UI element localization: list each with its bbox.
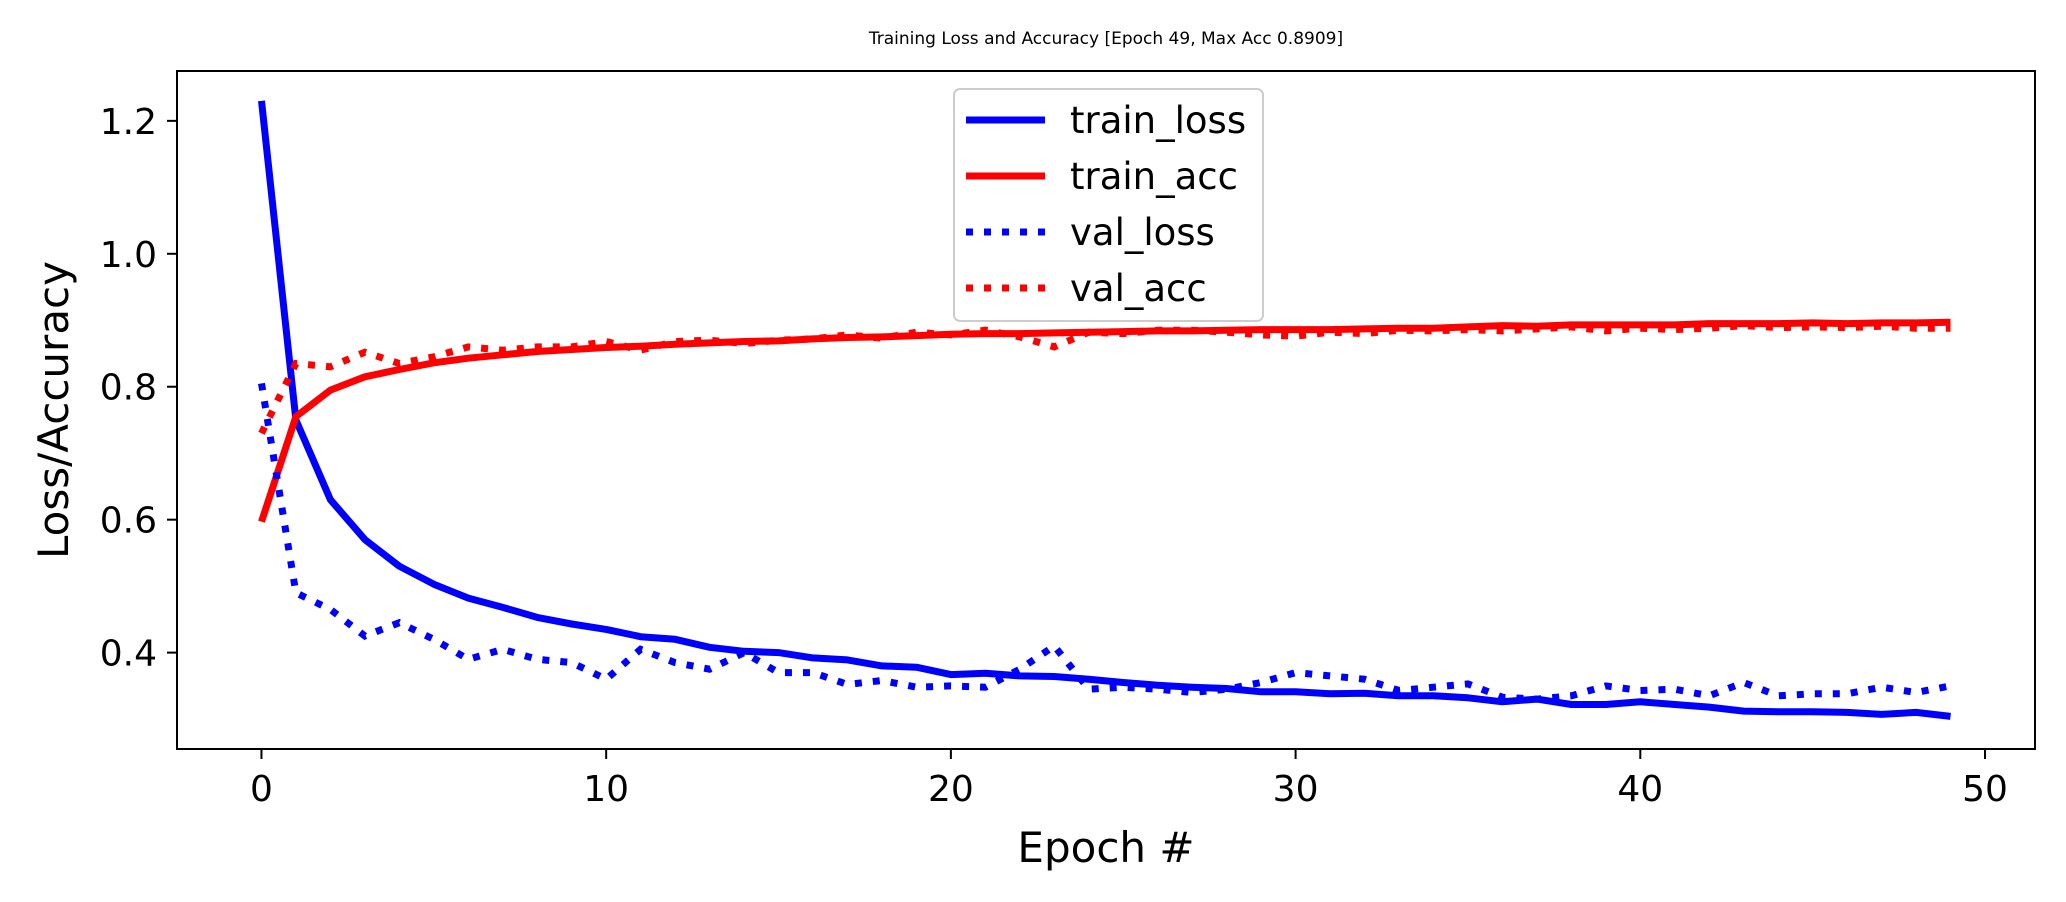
legend-label-val-acc: val_acc: [1070, 267, 1207, 310]
y-axis-label: Loss/Accuracy: [29, 261, 78, 559]
x-axis-label: Epoch #: [1017, 823, 1194, 872]
axes-frame: [176, 70, 2036, 750]
x-tick-label: 20: [928, 769, 974, 810]
series-line-val-loss: [258, 382, 1952, 703]
x-tick-label: 10: [583, 769, 629, 810]
x-tick-label: 30: [1273, 769, 1319, 810]
y-tick-label: 0.8: [100, 368, 157, 409]
legend: train_loss train_acc val_loss val_acc: [953, 88, 1264, 322]
legend-label-val-loss: val_loss: [1070, 211, 1215, 254]
y-tick-label: 0.6: [100, 501, 157, 542]
chart-title: Training Loss and Accuracy [Epoch 49, Ma…: [868, 29, 1343, 49]
legend-label-train-acc: train_acc: [1070, 155, 1238, 198]
plot-area: [258, 100, 1952, 720]
series-line-val-acc: [258, 322, 1951, 435]
y-axis: 0.4 0.6 0.8 1.0 1.2: [100, 102, 177, 675]
x-tick-label: 40: [1617, 769, 1663, 810]
series-line-train-loss: [258, 100, 1951, 720]
y-tick-label: 1.2: [100, 102, 157, 143]
legend-label-train-loss: train_loss: [1070, 99, 1246, 142]
x-axis: 0 10 20 30 40 50: [250, 749, 2008, 810]
x-tick-label: 50: [1962, 769, 2008, 810]
legend-box: [953, 88, 1264, 322]
x-tick-label: 0: [250, 769, 273, 810]
y-tick-label: 0.4: [100, 634, 157, 675]
y-tick-label: 1.0: [100, 235, 157, 276]
